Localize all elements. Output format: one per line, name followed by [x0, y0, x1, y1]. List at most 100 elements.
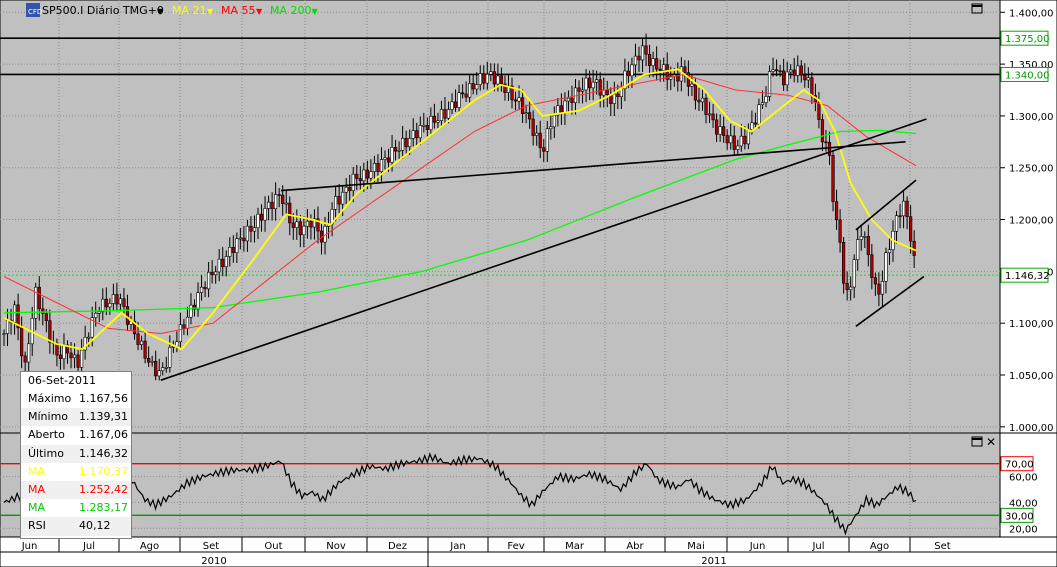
trendline[interactable]: [160, 118, 927, 381]
candle-body: [182, 324, 186, 329]
candle-body: [810, 77, 814, 96]
candle-body: [736, 145, 740, 150]
candle-body: [41, 308, 45, 314]
candle-body: [101, 298, 105, 313]
candle-body: [767, 71, 772, 97]
candle-body: [217, 258, 221, 273]
candle-body: [5, 319, 10, 334]
candle-body: [633, 55, 638, 66]
logo-icon: [26, 3, 40, 17]
price-marker-label: 1.340,00: [1005, 70, 1050, 81]
symbol-dropdown-icon[interactable]: ▼: [157, 7, 164, 16]
rsi-tick-label: 60,00: [1009, 473, 1038, 484]
month-label: Jun: [749, 541, 766, 552]
candle-body: [662, 64, 666, 71]
rsi-tick-label: 20,00: [1009, 524, 1038, 535]
candle-body: [104, 298, 108, 308]
indicator-dropdown-icon[interactable]: ▼: [256, 7, 263, 16]
candle-body: [94, 313, 98, 318]
candle-body: [461, 92, 465, 95]
candle-body: [415, 130, 419, 139]
candle-body: [909, 216, 913, 242]
candle-body: [549, 126, 553, 130]
month-label: Fev: [507, 541, 524, 552]
candle-body: [214, 271, 218, 275]
candle-body: [647, 53, 652, 66]
candle-body: [365, 169, 369, 179]
candle-body: [266, 201, 271, 209]
candle-body: [132, 320, 137, 335]
candle-body: [831, 155, 835, 202]
candle-body: [20, 327, 24, 357]
month-label: Set: [203, 541, 220, 552]
candle-body: [27, 343, 31, 363]
indicator-dropdown-icon[interactable]: ▼: [312, 7, 319, 16]
candle-body: [203, 286, 207, 290]
rsi-panel-close-icon[interactable]: ✕: [986, 435, 996, 449]
candle-body: [439, 109, 444, 121]
candle-body: [150, 360, 154, 363]
trendline[interactable]: [855, 179, 917, 231]
candle-body: [242, 237, 246, 242]
data-window-label: MA: [28, 482, 46, 496]
candle-body: [792, 69, 796, 76]
trendline[interactable]: [855, 275, 925, 327]
rsi-level-box: [1000, 456, 1034, 472]
candle-body: [443, 109, 447, 119]
data-window-value: 1.167,56: [79, 392, 128, 405]
candle-body: [111, 294, 115, 304]
candle-body: [570, 97, 574, 104]
logo-text: CFD: [28, 8, 42, 16]
candle-body: [23, 355, 27, 363]
candle-body: [912, 240, 916, 256]
candle-body: [729, 135, 733, 144]
candle-body: [168, 346, 172, 368]
data-window-value: 1.252,42: [79, 482, 128, 496]
candle-body: [231, 247, 235, 253]
candle-body: [115, 294, 119, 305]
candle-body: [898, 215, 902, 218]
price-panel-maximize-icon[interactable]: [971, 3, 983, 14]
candle-body: [411, 130, 415, 139]
candle-body: [383, 157, 387, 160]
candle-body: [863, 236, 867, 238]
candle-body: [390, 147, 394, 163]
price-panel[interactable]: [0, 0, 1001, 434]
candle-body: [796, 65, 800, 76]
indicator-legend-item[interactable]: MA 55: [221, 4, 256, 17]
month-label: Set: [934, 541, 951, 552]
candle-body: [457, 92, 461, 108]
candle-body: [482, 73, 486, 84]
symbol-title[interactable]: SP500.I Diário TMG+0: [42, 4, 164, 17]
candle-body: [450, 101, 454, 110]
data-window-value: 1.167,06: [79, 428, 128, 442]
data-window-row: MA 1.283,17: [21, 499, 131, 517]
candle-body: [552, 114, 556, 128]
trendline[interactable]: [280, 141, 906, 192]
rsi-panel-maximize-icon[interactable]: [971, 436, 983, 447]
month-label: Jul: [82, 541, 95, 552]
candle-body: [905, 200, 909, 218]
candle-body: [397, 149, 401, 152]
candle-body: [563, 100, 567, 114]
candle-body: [464, 93, 468, 98]
rsi-level-label: 30,00: [1005, 511, 1034, 522]
candle-body: [520, 97, 525, 115]
candle-body: [538, 132, 542, 149]
candle-body: [887, 249, 892, 254]
candle-body: [65, 344, 70, 354]
candle-body: [249, 225, 253, 232]
year-label: 2011: [701, 556, 726, 567]
indicator-legend-item[interactable]: MA 200: [270, 4, 312, 17]
indicator-dropdown-icon[interactable]: ▼: [207, 7, 214, 16]
indicator-legend-item[interactable]: MA 21: [172, 4, 207, 17]
rsi-panel[interactable]: [0, 432, 1001, 538]
data-window-label: RSI: [28, 519, 46, 533]
candle-body: [513, 99, 518, 102]
candle-body: [108, 303, 112, 308]
data-window-value: 1.139,31: [79, 410, 128, 424]
price-tick-label: 1.300,00: [1009, 112, 1054, 123]
candle-body: [83, 337, 87, 351]
candle-body: [418, 125, 422, 139]
